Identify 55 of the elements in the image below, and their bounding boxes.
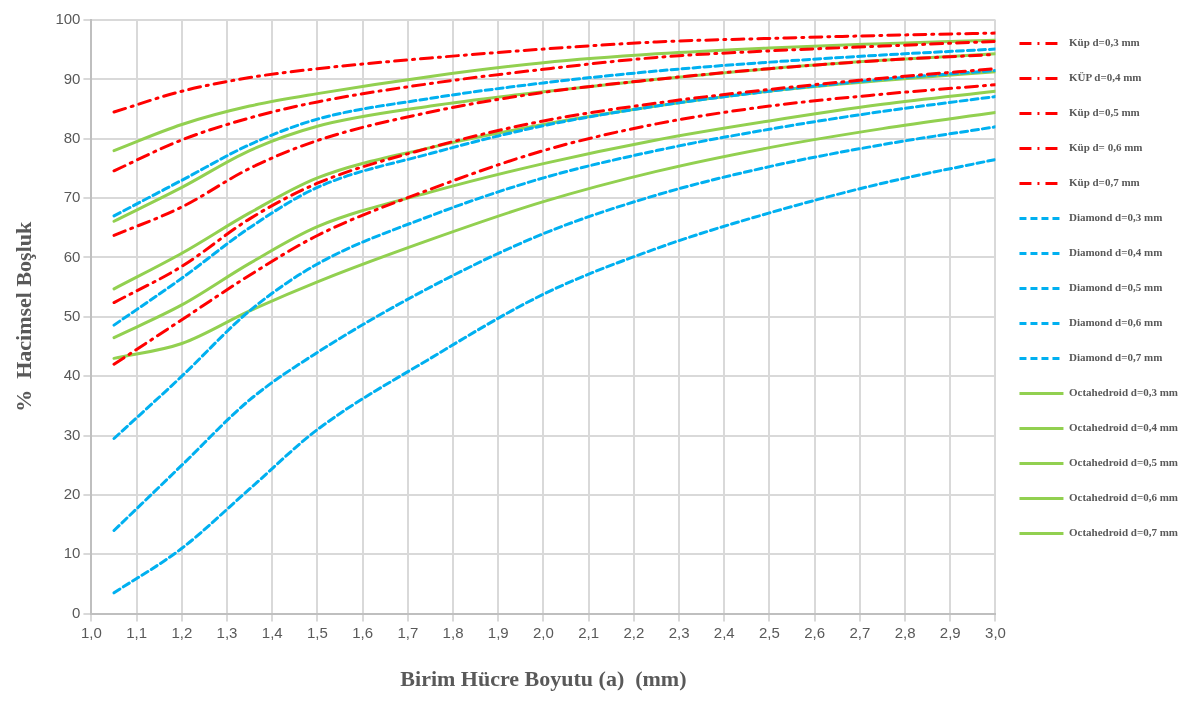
- x-tick-label: 2,5: [759, 623, 780, 641]
- line-series: [112, 39, 996, 173]
- y-tick-label: 30: [63, 425, 81, 443]
- legend-label: Octahedroid d=0,4 mm: [1068, 421, 1179, 434]
- x-tick-label: 1,5: [307, 623, 328, 641]
- x-tick-label: 1,8: [442, 623, 464, 641]
- legend-label: Octahedroid d=0,5 mm: [1068, 456, 1179, 469]
- x-tick-label: 2,0: [533, 623, 554, 641]
- legend-label: Diamond d=0,7 mm: [1068, 351, 1163, 364]
- legend-label: Diamond d=0,5 mm: [1068, 281, 1163, 294]
- y-tick-label: 90: [63, 69, 81, 87]
- x-tick-label: 1,3: [216, 623, 238, 641]
- line-series: [112, 95, 996, 440]
- line-series: [112, 125, 996, 532]
- x-tick-label: 1,4: [261, 623, 283, 641]
- y-axis-title: % Hacimsel Boşluk: [10, 221, 36, 412]
- x-tick-label: 1,6: [352, 623, 374, 641]
- x-tick-label: 2,7: [849, 623, 871, 641]
- legend-label: Octahedroid d=0,3 mm: [1068, 386, 1179, 399]
- y-tick-label: 40: [63, 366, 81, 384]
- legend-label: Octahedroid d=0,6 mm: [1068, 491, 1179, 504]
- legend-label: Octahedroid d=0,7 mm: [1068, 526, 1179, 539]
- legend-label: Diamond d=0,3 mm: [1068, 211, 1163, 224]
- line-series: [112, 38, 996, 153]
- x-tick-label: 2,3: [668, 623, 690, 641]
- y-tick-label: 100: [55, 10, 81, 28]
- line-series: [112, 31, 996, 114]
- x-tick-label: 1,0: [81, 623, 102, 641]
- legend-label: Küp d=0,3 mm: [1068, 36, 1140, 49]
- line-series: [112, 158, 996, 595]
- x-tick-label: 2,6: [804, 623, 826, 641]
- y-tick-label: 60: [63, 247, 81, 265]
- x-tick-label: 3,0: [985, 623, 1006, 641]
- legend-label: Küp d=0,5 mm: [1068, 106, 1140, 119]
- x-axis-title: Birim Hücre Boyutu (a) (mm): [400, 666, 687, 692]
- y-tick-label: 20: [63, 485, 81, 503]
- legend-label: Küp d= 0,6 mm: [1068, 141, 1143, 154]
- x-tick-label: 2,9: [939, 623, 961, 641]
- x-tick-label: 1,7: [397, 623, 419, 641]
- y-tick-label: 50: [63, 306, 81, 324]
- x-tick-label: 2,2: [623, 623, 645, 641]
- x-tick-label: 1,9: [487, 623, 509, 641]
- legend-label: Diamond d=0,6 mm: [1068, 316, 1163, 329]
- x-tick-label: 2,4: [713, 623, 735, 641]
- legend-label: Diamond d=0,4 mm: [1068, 246, 1163, 259]
- y-tick-label: 80: [63, 128, 81, 146]
- legend-label: KÜP d=0,4 mm: [1068, 71, 1142, 84]
- legend-label: Küp d=0,7 mm: [1068, 176, 1140, 189]
- x-tick-label: 1,1: [126, 623, 148, 641]
- x-tick-label: 2,1: [578, 623, 600, 641]
- y-tick-label: 10: [63, 544, 81, 562]
- y-tick-label: 0: [72, 603, 81, 621]
- x-tick-label: 2,8: [894, 623, 916, 641]
- y-tick-label: 70: [63, 188, 81, 206]
- x-tick-label: 1,2: [171, 623, 193, 641]
